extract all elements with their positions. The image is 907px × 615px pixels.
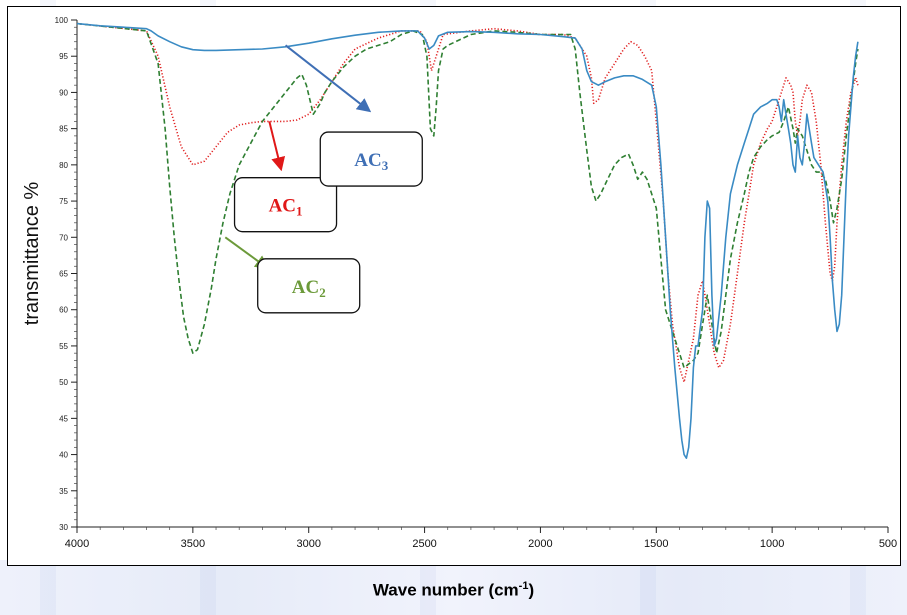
y-tick-label: 35 [59, 487, 68, 496]
x-axis-title-exponent: -1 [518, 580, 529, 592]
annotation-label-main: AC [292, 277, 319, 298]
y-tick-label: 40 [59, 451, 68, 460]
x-tick-label: 2000 [528, 538, 552, 550]
x-tick-label: 1000 [760, 538, 784, 550]
annotation-label: AC3 [354, 150, 388, 173]
annotation-label-main: AC [354, 150, 381, 171]
y-tick-label: 100 [55, 16, 69, 25]
annotation-label-subscript: 1 [296, 204, 303, 219]
x-tick-label: 1500 [644, 538, 668, 550]
y-tick-label: 30 [59, 523, 68, 532]
annotation-arrow [284, 44, 372, 113]
annotation-box [319, 131, 423, 187]
annotation-box [257, 258, 361, 314]
x-axis-title-close: ) [528, 580, 535, 600]
y-tick-label: 75 [59, 197, 68, 206]
series-line-ac1 [76, 22, 859, 383]
annotation-arrow [268, 121, 286, 172]
y-tick-label: 95 [59, 52, 68, 61]
y-tick-label: 60 [59, 306, 68, 315]
series-line-ac3 [76, 22, 859, 459]
y-tick-label: 80 [59, 161, 68, 170]
x-axis-title-text: Wave number (cm [372, 580, 519, 600]
y-tick-label: 45 [59, 414, 68, 423]
x-tick-label: 3500 [181, 538, 205, 550]
y-tick-label: 50 [59, 378, 68, 387]
x-tick-label: 4000 [65, 538, 89, 550]
annotation-box [233, 177, 338, 233]
x-tick-label: 3000 [296, 538, 320, 550]
x-axis-title: Wave number (cm-1) [0, 580, 907, 601]
y-tick-label: 55 [59, 342, 68, 351]
x-tick-label: 500 [879, 538, 897, 550]
y-tick-label: 70 [59, 233, 68, 242]
annotation-label-subscript: 2 [319, 285, 326, 300]
series-line-ac2 [76, 22, 859, 369]
annotation-label-subscript: 3 [382, 158, 389, 173]
annotation-label: AC1 [269, 196, 303, 219]
y-tick-label: 85 [59, 125, 68, 134]
y-tick-label: 90 [59, 88, 68, 97]
annotation-label-main: AC [269, 196, 296, 217]
y-tick-label: 65 [59, 270, 68, 279]
y-axis-title: transmittance % [21, 182, 43, 326]
chart-frame: 30 35 40 45 50 55 60 65 70 75 80 85 90 95 100 4000 3500 3… [7, 6, 901, 566]
background-band [0, 560, 907, 615]
x-tick-label: 2500 [412, 538, 436, 550]
annotation-label: AC2 [292, 277, 326, 300]
